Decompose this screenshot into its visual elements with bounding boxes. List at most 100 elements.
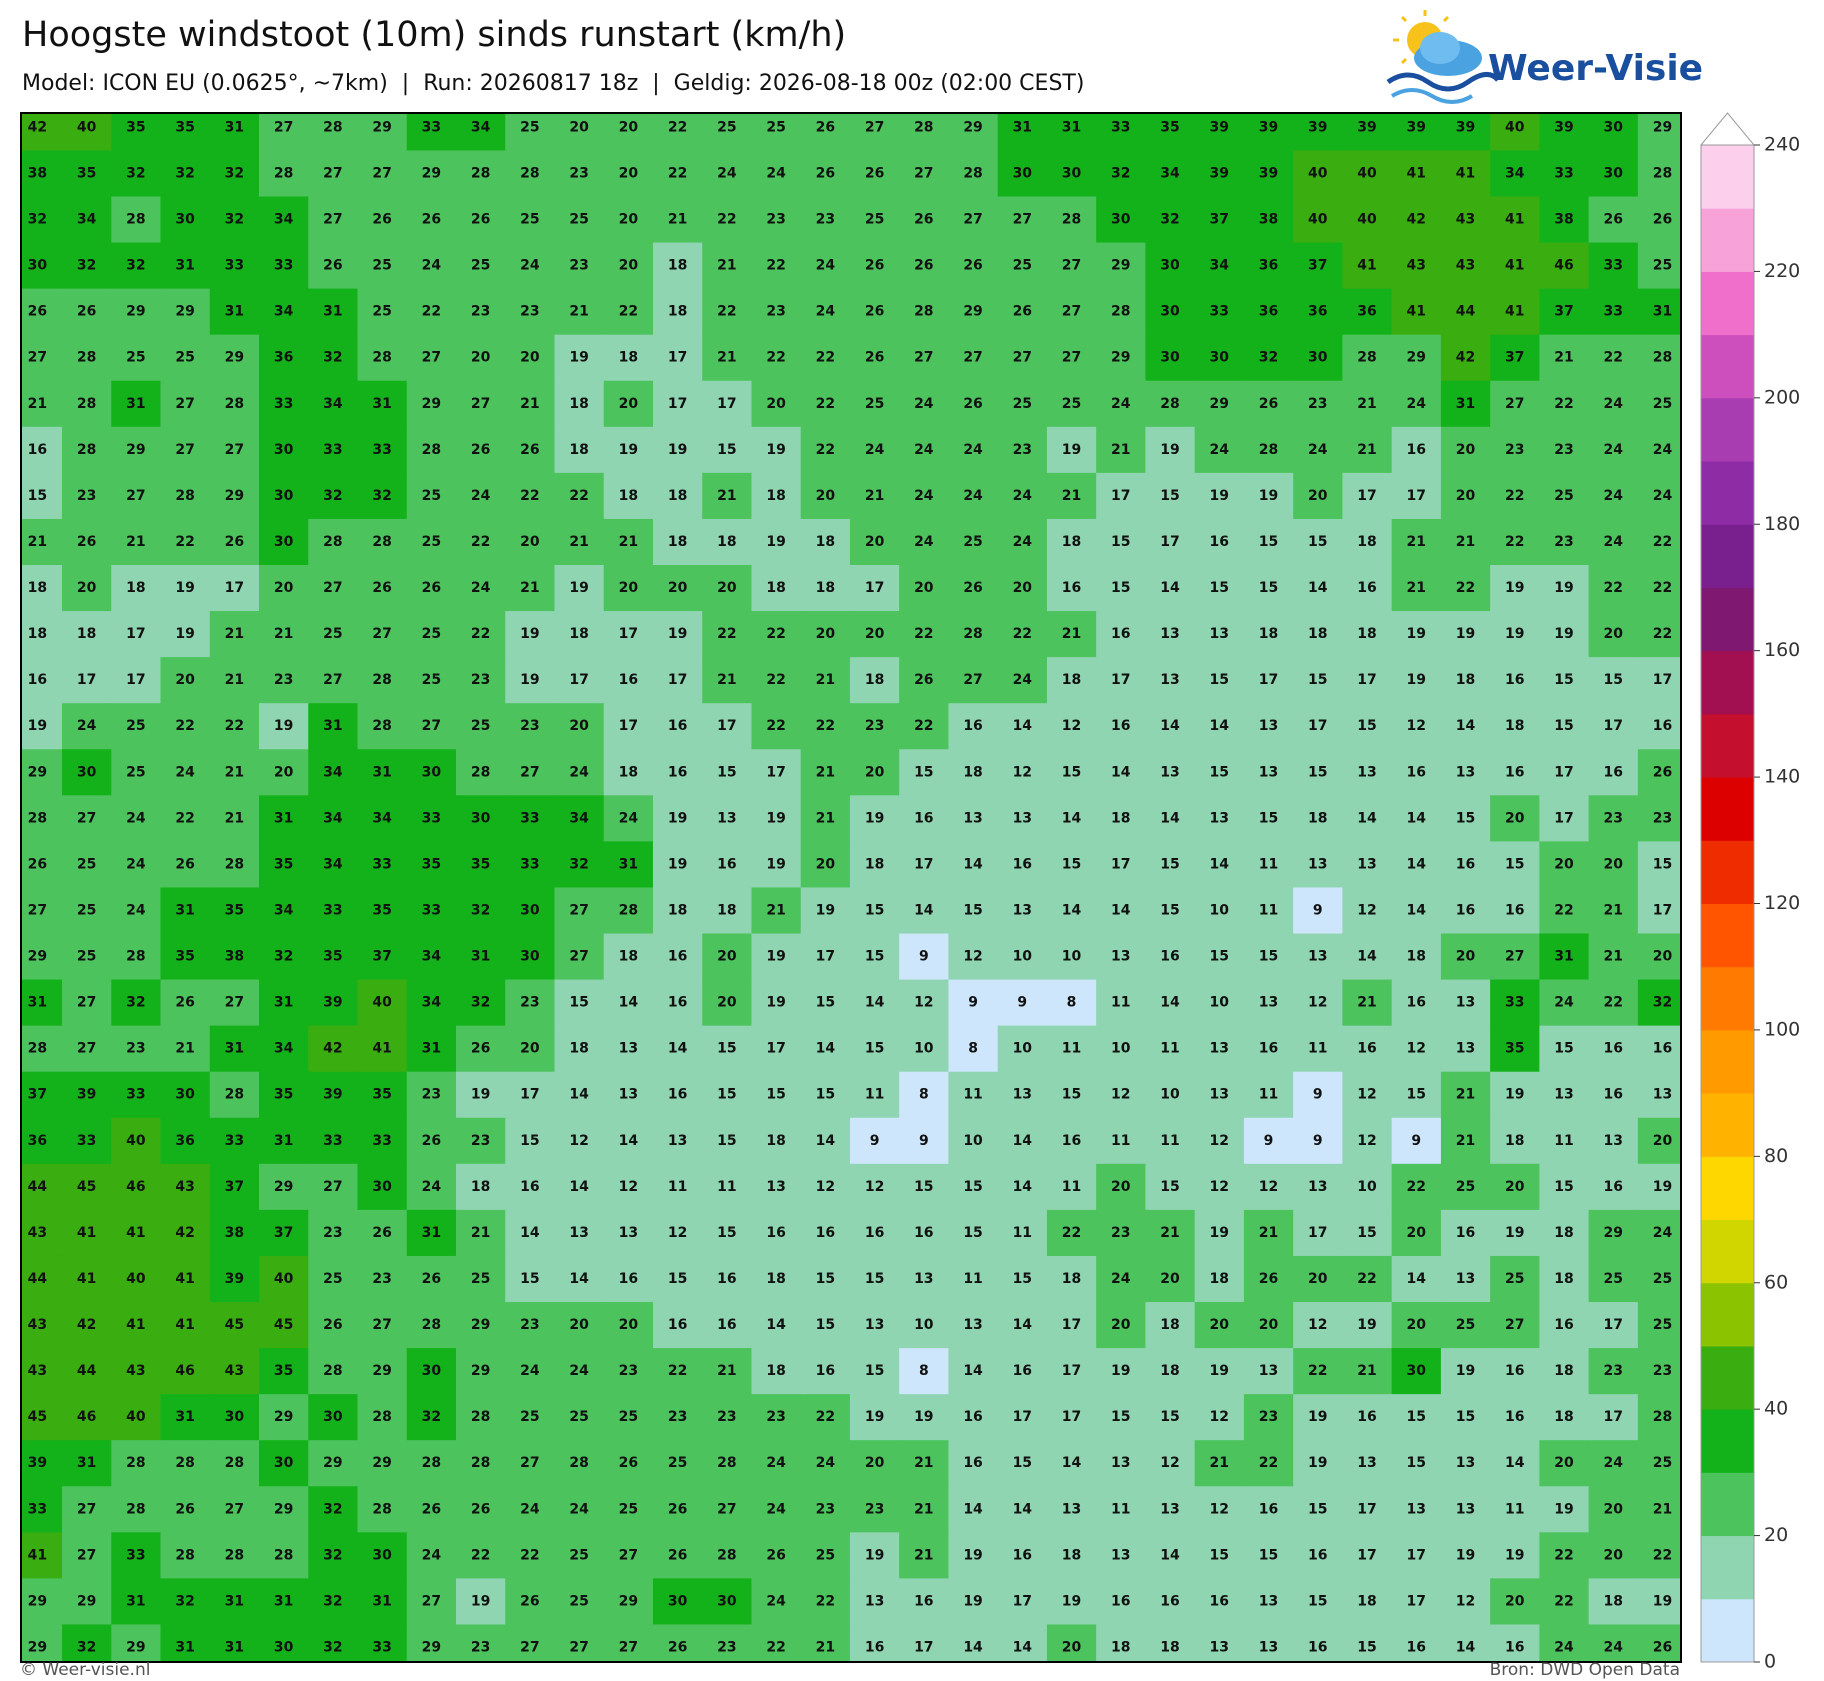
cell-label: 21 [816,764,835,780]
cell-label: 26 [865,258,884,274]
cell [111,841,162,889]
cell [406,1025,457,1073]
cell-label: 22 [1653,534,1672,550]
cell [1539,1163,1590,1211]
cell-label: 24 [865,442,885,458]
cell [1243,749,1294,796]
cell [1490,472,1540,520]
cell-label: 35 [274,856,293,872]
colorbar-band [1701,713,1754,778]
cell-label: 16 [717,856,736,872]
cell-label: 25 [1653,1455,1672,1471]
cell-label: 19 [1456,626,1475,642]
cell-label: 16 [1407,764,1426,780]
cell-label: 29 [1111,350,1130,366]
cell-label: 40 [1308,212,1328,228]
cell-label: 16 [1111,626,1130,642]
cell-label: 26 [1259,396,1278,412]
cell-label: 15 [963,1225,982,1241]
cell-label: 21 [1554,350,1573,366]
cell [308,334,359,382]
cell [357,1117,408,1165]
cell [652,196,703,244]
cell-label: 28 [323,534,342,550]
cell [702,933,753,981]
cell-label: 25 [422,534,441,550]
cell-label: 24 [1604,442,1624,458]
cell-label: 27 [569,1640,588,1656]
cell-label: 35 [274,1087,293,1103]
cell-label: 22 [1554,1547,1573,1563]
cell [209,657,260,704]
cell [997,979,1048,1027]
cell-label: 29 [225,350,244,366]
cell-label: 25 [126,718,145,734]
cell [259,933,309,981]
cell-label: 26 [175,856,194,872]
cell-label: 14 [1308,580,1328,596]
cell-label: 15 [865,1041,884,1057]
cell [1391,518,1442,566]
cell-label: 18 [619,350,638,366]
cell-label: 24 [1308,442,1328,458]
cell-label: 18 [668,902,687,918]
cell-label: 18 [1554,1409,1573,1425]
cell [899,113,950,152]
cell-label: 21 [1653,1501,1672,1517]
cell-label: 26 [422,1133,441,1149]
cell-label: 16 [619,672,638,688]
cell-label: 12 [865,1179,884,1195]
cell-label: 39 [1407,119,1426,135]
cell-label: 30 [1604,119,1624,135]
cell-label: 21 [1062,626,1081,642]
cell-label: 10 [914,1041,934,1057]
cell [1243,288,1294,336]
cell-label: 24 [1013,534,1033,550]
cell [554,1117,605,1165]
cell [308,749,359,796]
cell-label: 27 [520,1455,539,1471]
cell [800,150,851,198]
cell [1145,979,1196,1027]
cell [111,242,162,290]
cell-label: 27 [77,1041,96,1057]
cell-label: 10 [1210,902,1230,918]
cell-label: 9 [870,1133,880,1149]
cell [800,242,851,290]
cell [1490,887,1540,935]
cell-label: 34 [323,396,343,412]
cell [849,334,900,382]
cell-label: 18 [1456,672,1475,688]
cell-label: 27 [77,810,96,826]
cell [702,472,753,520]
cell-label: 29 [422,165,441,181]
cell [1145,150,1196,198]
cell [899,288,950,336]
cell-label: 25 [471,1271,490,1287]
cell [357,518,408,566]
cell [652,841,703,889]
cell-label: 19 [1160,442,1179,458]
cell [111,288,162,336]
cell-label: 11 [1259,1087,1278,1103]
cell [160,887,211,935]
cell-label: 17 [1062,1317,1081,1333]
cell-label: 9 [968,995,978,1011]
cell [899,1209,950,1257]
cell-label: 11 [963,1271,982,1287]
cell [849,150,900,198]
cell-label: 24 [471,488,491,504]
cell-label: 13 [1210,1041,1229,1057]
cell-label: 20 [1160,1271,1180,1287]
cell-label: 24 [816,258,836,274]
cell-label: 24 [1604,488,1624,504]
cell-label: 20 [520,350,540,366]
cell-label: 21 [865,488,884,504]
cell-label: 36 [1259,304,1278,320]
cell [1588,1163,1639,1211]
cell-label: 40 [1357,212,1377,228]
cell-label: 35 [372,902,391,918]
cell [259,1117,309,1165]
cell-label: 13 [1259,1640,1278,1656]
cell [997,472,1048,520]
